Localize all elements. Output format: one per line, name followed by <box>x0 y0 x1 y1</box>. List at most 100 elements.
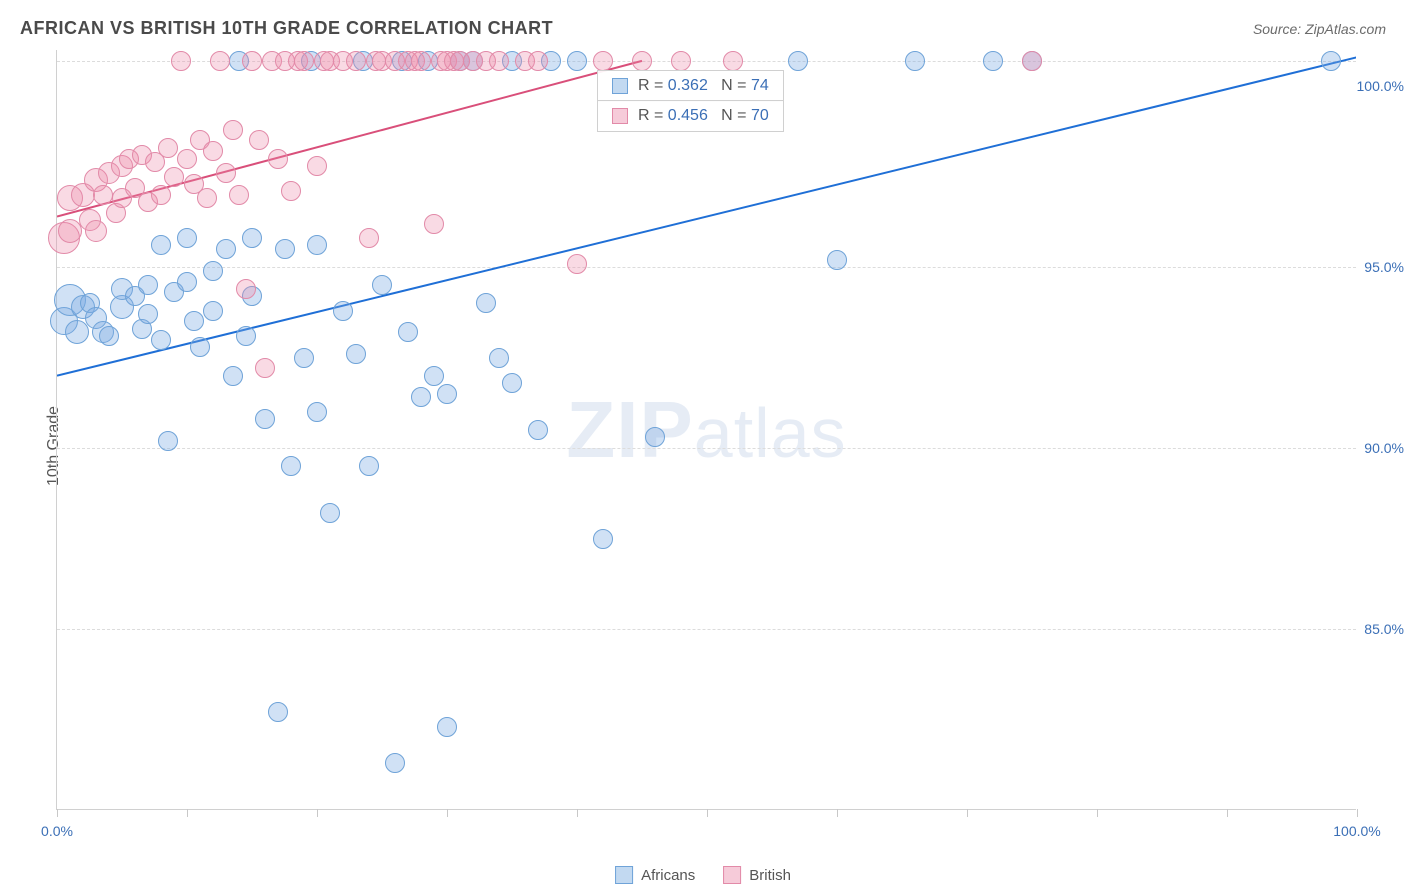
data-point <box>424 214 444 234</box>
chart-header: AFRICAN VS BRITISH 10TH GRADE CORRELATIO… <box>20 18 1386 39</box>
data-point <box>151 235 171 255</box>
stats-box: R = 0.362 N = 74 <box>597 70 784 102</box>
data-point <box>138 275 158 295</box>
data-point <box>502 373 522 393</box>
data-point <box>255 409 275 429</box>
data-point <box>905 51 925 71</box>
data-point <box>171 51 191 71</box>
legend-swatch <box>615 866 633 884</box>
data-point <box>242 51 262 71</box>
data-point <box>294 348 314 368</box>
data-point <box>593 51 613 71</box>
data-point <box>99 326 119 346</box>
data-point <box>983 51 1003 71</box>
x-tick <box>837 809 838 817</box>
y-tick-label: 85.0% <box>1364 621 1404 637</box>
y-tick-label: 95.0% <box>1364 259 1404 275</box>
data-point <box>528 51 548 71</box>
data-point <box>197 188 217 208</box>
legend-item: British <box>723 866 791 884</box>
data-point <box>294 51 314 71</box>
gridline <box>57 629 1356 630</box>
y-tick-label: 100.0% <box>1357 78 1404 94</box>
data-point <box>223 120 243 140</box>
data-point <box>645 427 665 447</box>
x-tick <box>57 809 58 817</box>
data-point <box>229 185 249 205</box>
gridline <box>57 267 1356 268</box>
data-point <box>1022 51 1042 71</box>
data-point <box>333 301 353 321</box>
data-point <box>359 228 379 248</box>
data-point <box>268 149 288 169</box>
stats-text: R = 0.456 N = 70 <box>638 107 769 125</box>
data-point <box>275 239 295 259</box>
x-tick <box>1227 809 1228 817</box>
data-point <box>151 185 171 205</box>
data-point <box>437 717 457 737</box>
data-point <box>307 156 327 176</box>
data-point <box>320 503 340 523</box>
stats-swatch <box>612 108 628 124</box>
scatter-plot: ZIPatlas 85.0%90.0%95.0%100.0%0.0%100.0%… <box>56 50 1356 810</box>
data-point <box>93 185 113 205</box>
data-point <box>210 51 230 71</box>
data-point <box>528 420 548 440</box>
legend-item: Africans <box>615 866 695 884</box>
data-point <box>268 702 288 722</box>
legend-label: Africans <box>641 867 695 884</box>
data-point <box>359 456 379 476</box>
x-tick <box>187 809 188 817</box>
data-point <box>158 431 178 451</box>
data-point <box>158 138 178 158</box>
x-tick <box>1097 809 1098 817</box>
x-tick <box>577 809 578 817</box>
data-point <box>190 337 210 357</box>
data-point <box>216 163 236 183</box>
legend-label: British <box>749 867 791 884</box>
data-point <box>346 344 366 364</box>
x-tick <box>1357 809 1358 817</box>
data-point <box>827 250 847 270</box>
gridline <box>57 448 1356 449</box>
data-point <box>177 228 197 248</box>
data-point <box>411 51 431 71</box>
watermark: ZIPatlas <box>566 384 846 476</box>
x-tick <box>447 809 448 817</box>
data-point <box>249 130 269 150</box>
data-point <box>424 366 444 386</box>
data-point <box>398 322 418 342</box>
data-point <box>203 301 223 321</box>
data-point <box>151 330 171 350</box>
chart-source: Source: ZipAtlas.com <box>1253 21 1386 37</box>
data-point <box>255 358 275 378</box>
x-tick-label: 100.0% <box>1333 823 1380 839</box>
x-tick <box>967 809 968 817</box>
data-point <box>281 456 301 476</box>
legend-swatch <box>723 866 741 884</box>
data-point <box>138 304 158 324</box>
stats-text: R = 0.362 N = 74 <box>638 77 769 95</box>
data-point <box>236 326 256 346</box>
data-point <box>177 149 197 169</box>
data-point <box>216 239 236 259</box>
stats-swatch <box>612 78 628 94</box>
data-point <box>184 311 204 331</box>
data-point <box>177 272 197 292</box>
data-point <box>85 220 107 242</box>
data-point <box>164 167 184 187</box>
data-point <box>476 293 496 313</box>
data-point <box>593 529 613 549</box>
trend-lines <box>57 50 1356 809</box>
x-tick <box>317 809 318 817</box>
data-point <box>489 348 509 368</box>
data-point <box>281 181 301 201</box>
data-point <box>242 228 262 248</box>
data-point <box>307 402 327 422</box>
stats-box: R = 0.456 N = 70 <box>597 100 784 132</box>
data-point <box>65 320 89 344</box>
data-point <box>223 366 243 386</box>
data-point <box>1321 51 1341 71</box>
y-tick-label: 90.0% <box>1364 440 1404 456</box>
data-point <box>632 51 652 71</box>
